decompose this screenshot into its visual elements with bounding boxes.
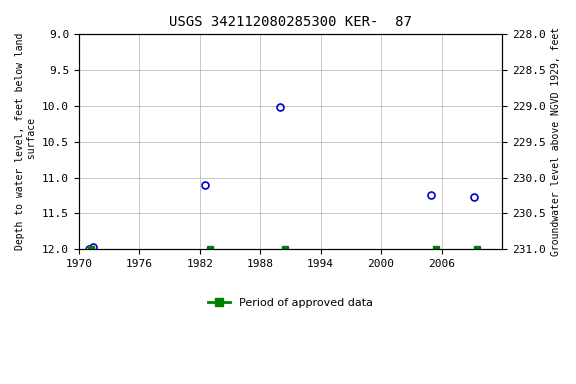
Y-axis label: Groundwater level above NGVD 1929, feet: Groundwater level above NGVD 1929, feet <box>551 27 561 257</box>
Legend: Period of approved data: Period of approved data <box>203 293 377 313</box>
Title: USGS 342112080285300 KER-  87: USGS 342112080285300 KER- 87 <box>169 15 412 29</box>
Y-axis label: Depth to water level, feet below land
 surface: Depth to water level, feet below land su… <box>15 33 37 250</box>
